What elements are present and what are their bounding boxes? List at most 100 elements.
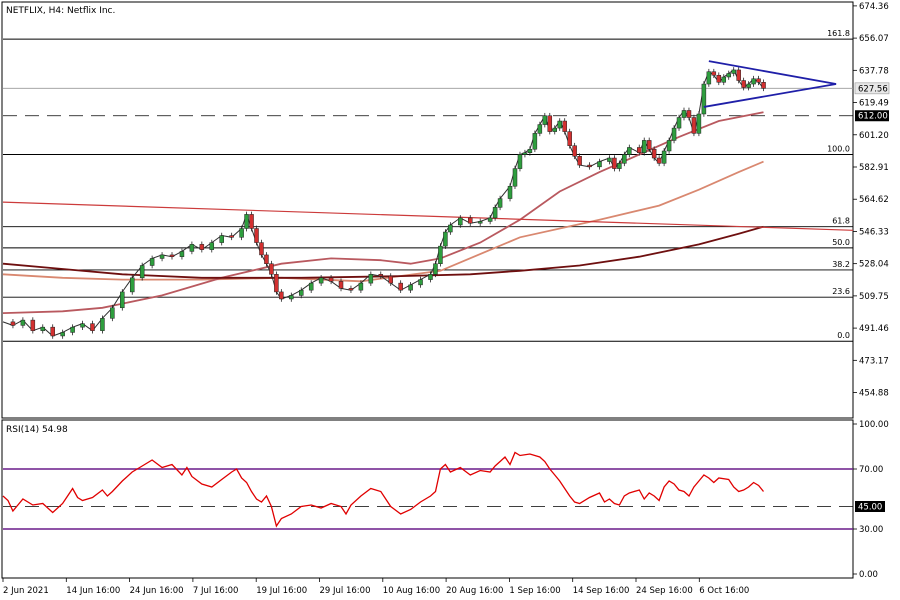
candle-body: [90, 323, 95, 331]
candle-body: [567, 131, 572, 146]
candle-body: [209, 242, 215, 250]
candle-body: [458, 217, 463, 226]
candle-body: [532, 133, 538, 150]
candle-body: [129, 277, 135, 293]
candle-body: [746, 83, 751, 88]
candle-body: [651, 148, 657, 159]
candle-body: [368, 274, 374, 284]
candle-body: [60, 332, 65, 337]
candle-body: [20, 319, 26, 326]
candle-body: [229, 235, 234, 238]
candle-body: [438, 245, 443, 264]
price-axis-ticks: 674.36 656.07 637.78 619.49 601.20 582.91 564.…: [853, 2, 889, 399]
candle-body: [378, 274, 384, 277]
triangle-pattern: [703, 60, 837, 108]
candle-body: [617, 163, 622, 169]
price-axis: 674.36 656.07 637.78 619.49 601.20 582.91 564.…: [853, 2, 890, 399]
fibonacci-level-label: 50.0: [832, 238, 850, 247]
candle-body: [274, 274, 279, 293]
time-tick-label: 14 Sep 16:00: [573, 586, 630, 596]
candle-body: [398, 282, 403, 291]
price-tick-label: 528.04: [859, 260, 889, 270]
candle-body: [552, 127, 558, 132]
rsi-mid-level-label: 45.00: [858, 503, 882, 513]
rsi-line: [2, 451, 765, 528]
rsi-mid-level-badge-box: [855, 501, 885, 512]
current-price-label: 627.56: [858, 84, 888, 94]
price-panel-border: [1, 1, 854, 419]
rsi-tick-label: 100.00: [859, 420, 889, 430]
candle-body: [244, 214, 249, 229]
candle-body: [637, 147, 642, 153]
candle-body: [607, 157, 612, 162]
candle-body: [756, 78, 761, 83]
candle-body: [517, 154, 523, 169]
candle-body: [254, 228, 259, 243]
price-tick-label: 582.91: [859, 163, 889, 173]
candle-body: [577, 156, 582, 166]
time-tick-label: 10 Aug 16:00: [383, 586, 440, 596]
candle-body: [443, 231, 448, 247]
candle-body: [149, 258, 155, 266]
candle-body: [30, 319, 36, 331]
candle-body: [671, 127, 677, 141]
candle-body: [761, 82, 766, 89]
candle-body: [721, 76, 727, 83]
candle-body: [388, 275, 393, 284]
time-axis: 2 Jun 2021 14 Jun 16:00 24 Jun 16:00 7 Jul …: [2, 578, 749, 596]
chart-title: NETFLIX, H4: Netflix Inc.: [6, 6, 115, 16]
price-tick-label: 491.46: [859, 324, 889, 334]
candle-body: [701, 83, 707, 115]
time-tick-label: 20 Aug 16:00: [446, 586, 503, 596]
candle-body: [159, 254, 165, 259]
candle-body: [10, 321, 16, 326]
candle-body: [338, 281, 344, 289]
candle-body: [189, 244, 195, 252]
candle-body: [264, 254, 269, 264]
candle-body: [741, 80, 746, 88]
candle-body: [318, 277, 324, 284]
candle-body: [691, 117, 697, 134]
candle-body: [239, 228, 244, 238]
rsi-tick-label: 70.00: [859, 465, 883, 475]
time-tick-label: 6 Oct 16:00: [699, 586, 749, 596]
candle-body: [641, 140, 647, 153]
candle-body: [199, 244, 205, 250]
candle-body: [269, 263, 274, 275]
price-tick-label: 546.33: [859, 227, 889, 237]
price-tick-label: 674.36: [859, 2, 889, 12]
candle-body: [492, 207, 498, 219]
moving-average-line: [2, 225, 764, 279]
candle-body: [408, 284, 413, 291]
candle-body: [179, 251, 185, 257]
candle-body: [70, 326, 75, 333]
time-tick-label: 1 Sep 16:00: [509, 586, 560, 596]
candle-body: [711, 71, 717, 76]
support-level-badge: 612.00: [855, 110, 889, 122]
fibonacci-levels: 161.8 100.0 61.8 50.0 38.2 23.6 0.0: [3, 29, 853, 342]
candle-body: [80, 323, 85, 328]
candle-body: [646, 140, 652, 150]
rsi-mid-level-badge: 45.00: [855, 501, 885, 513]
candle-body: [736, 69, 741, 81]
candle-body: [418, 279, 423, 286]
candle-body: [348, 288, 354, 291]
price-panel: NETFLIX, H4: Netflix Inc. 161.8 100.0 61.8…: [1, 1, 854, 419]
candle-body: [110, 307, 115, 319]
fibonacci-level-label: 61.8: [832, 217, 850, 226]
price-tick-label: 454.88: [859, 389, 889, 399]
candle-body: [279, 291, 284, 300]
time-tick-label: 19 Jul 16:00: [256, 586, 307, 596]
candle-body: [686, 110, 692, 118]
triangle-upper-line: [708, 60, 837, 85]
candle-body: [696, 113, 702, 134]
candle-body: [661, 150, 667, 164]
candle-body: [50, 326, 55, 337]
support-level-badge-box: [855, 110, 889, 122]
candle-body: [428, 274, 433, 280]
candle-body: [542, 115, 548, 125]
candle-body: [433, 263, 438, 275]
rsi-panel: RSI(14) 54.98 100.00 70.00 30.00 0.00 45.00: [1, 419, 889, 580]
fibonacci-level-label: 23.6: [832, 287, 850, 296]
price-tick-label: 509.75: [859, 292, 889, 302]
